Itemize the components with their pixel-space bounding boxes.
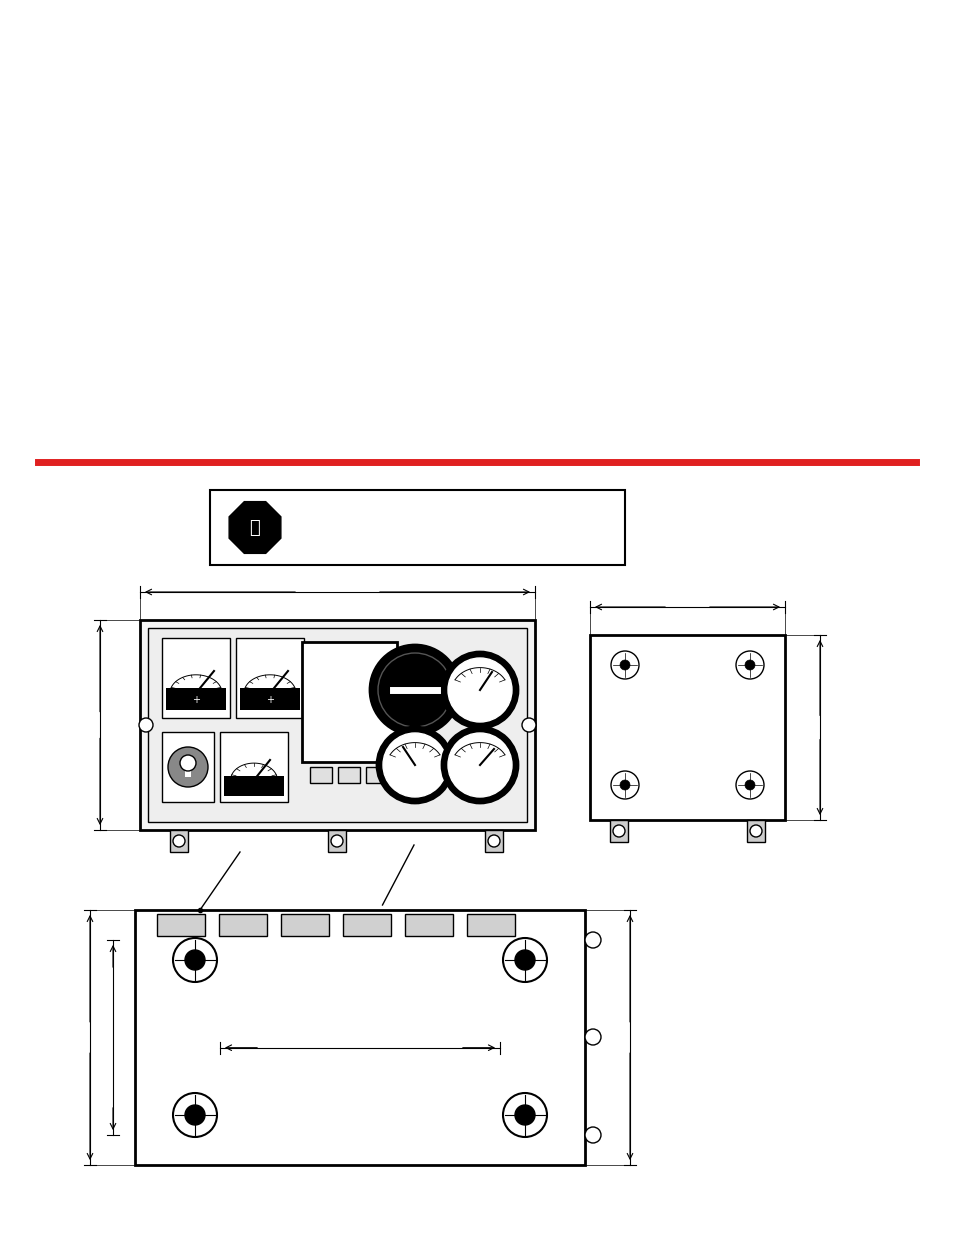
- Bar: [328, 830, 346, 852]
- Bar: [310, 767, 332, 783]
- Text: +: +: [192, 695, 200, 705]
- Circle shape: [185, 1105, 205, 1125]
- Text: +: +: [266, 695, 274, 705]
- Circle shape: [735, 651, 763, 679]
- Bar: [240, 688, 299, 710]
- Circle shape: [172, 939, 216, 982]
- Bar: [343, 914, 391, 936]
- Circle shape: [488, 835, 499, 847]
- Circle shape: [521, 718, 536, 732]
- Circle shape: [331, 835, 343, 847]
- Bar: [405, 914, 453, 936]
- Circle shape: [382, 734, 447, 797]
- Circle shape: [377, 653, 452, 727]
- Circle shape: [619, 659, 629, 671]
- Bar: [210, 490, 624, 564]
- Bar: [281, 914, 329, 936]
- Circle shape: [441, 652, 517, 727]
- Circle shape: [448, 658, 512, 722]
- Circle shape: [584, 932, 600, 948]
- Circle shape: [735, 771, 763, 799]
- Circle shape: [749, 825, 761, 837]
- Bar: [170, 830, 188, 852]
- Circle shape: [172, 1093, 216, 1137]
- Circle shape: [515, 950, 535, 969]
- Bar: [746, 820, 764, 842]
- Circle shape: [185, 950, 205, 969]
- Circle shape: [180, 755, 195, 771]
- Bar: [609, 820, 627, 842]
- Circle shape: [172, 835, 185, 847]
- Circle shape: [376, 727, 453, 803]
- Bar: [366, 767, 388, 783]
- Bar: [135, 910, 584, 1165]
- Bar: [220, 732, 288, 802]
- Bar: [157, 914, 205, 936]
- Circle shape: [610, 651, 639, 679]
- Bar: [589, 635, 784, 820]
- Circle shape: [502, 939, 546, 982]
- Bar: [162, 638, 230, 718]
- Text: ✋: ✋: [250, 519, 260, 536]
- Circle shape: [502, 1093, 546, 1137]
- Bar: [337, 767, 359, 783]
- Circle shape: [584, 1029, 600, 1045]
- Bar: [467, 914, 515, 936]
- Circle shape: [610, 771, 639, 799]
- Bar: [302, 642, 396, 762]
- Circle shape: [515, 1105, 535, 1125]
- Circle shape: [370, 645, 459, 735]
- Bar: [148, 629, 526, 823]
- Bar: [235, 638, 304, 718]
- Bar: [140, 620, 535, 830]
- Circle shape: [584, 1128, 600, 1144]
- Circle shape: [139, 718, 152, 732]
- Circle shape: [448, 734, 512, 797]
- Bar: [484, 830, 502, 852]
- Bar: [224, 776, 284, 797]
- Bar: [166, 688, 226, 710]
- Circle shape: [619, 781, 629, 790]
- Circle shape: [744, 781, 754, 790]
- Bar: [185, 757, 191, 777]
- Circle shape: [744, 659, 754, 671]
- Bar: [219, 914, 267, 936]
- Circle shape: [441, 727, 517, 803]
- Bar: [162, 732, 213, 802]
- Circle shape: [168, 747, 208, 787]
- Polygon shape: [229, 501, 280, 553]
- Circle shape: [613, 825, 624, 837]
